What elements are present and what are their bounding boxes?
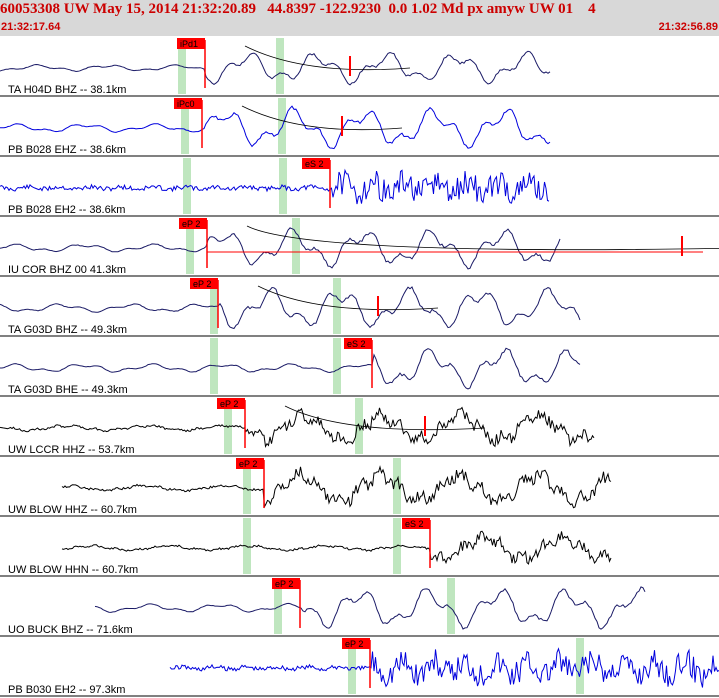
trace-row[interactable]: eP 2 PB B030 EH2 -- 97.3km [0, 638, 719, 697]
traveltime-curve [246, 225, 719, 251]
phase-window [348, 638, 356, 694]
station-label: PB B028 EH2 -- 38.6km [8, 204, 125, 216]
waveform [0, 168, 550, 205]
station-label: UW BLOW HHN -- 60.7km [8, 564, 138, 576]
trace-row[interactable]: iPd1 TA H04D BHZ -- 38.1km [0, 38, 719, 97]
traveltime-curve [244, 45, 411, 71]
pick-flag[interactable] [344, 338, 372, 349]
phase-window [186, 218, 194, 274]
phase-window [292, 218, 300, 274]
phase-window [447, 578, 455, 634]
event-title: 60053308 UW May 15, 2014 21:32:20.89 44.… [0, 1, 596, 17]
traveltime-curve [257, 285, 439, 311]
phase-window [243, 458, 251, 514]
pick-flag[interactable] [179, 218, 207, 229]
waveform [0, 286, 581, 330]
pick-label: eS 2 [405, 519, 424, 529]
phase-window [393, 458, 401, 514]
station-label: UO BUCK BHZ -- 71.6km [8, 624, 133, 636]
pick-flag[interactable] [342, 638, 370, 649]
trace-row[interactable]: eP 2 IU COR BHZ 00 41.3km [0, 218, 719, 277]
trace-row[interactable]: iPc0 PB B028 EHZ -- 38.6km [0, 98, 719, 157]
pick-flag[interactable] [272, 578, 300, 589]
phase-window [181, 98, 189, 154]
pick-flag[interactable] [190, 278, 218, 289]
pick-label: iPd1 [180, 39, 198, 49]
trace-row[interactable]: eP 2 TA G03D BHZ -- 49.3km [0, 278, 719, 337]
waveform [169, 647, 719, 688]
station-label: UW LCCR HHZ -- 53.7km [8, 444, 135, 456]
pick-label: eS 2 [305, 159, 324, 169]
trace-row[interactable]: eP 2 UW LCCR HHZ -- 53.7km [0, 398, 719, 457]
pick-label: eP 2 [193, 279, 211, 289]
waveform [0, 406, 595, 448]
pick-label: eP 2 [275, 579, 293, 589]
pick-label: eP 2 [182, 219, 200, 229]
pick-label: eP 2 [220, 399, 238, 409]
pick-label: eP 2 [345, 639, 363, 649]
waveform [94, 586, 646, 630]
waveform [0, 347, 581, 390]
pick-flag[interactable] [174, 98, 202, 109]
waveform [0, 50, 551, 86]
station-label: TA H04D BHZ -- 38.1km [8, 84, 126, 96]
station-label: PB B028 EHZ -- 38.6km [8, 144, 126, 156]
phase-window [276, 38, 284, 94]
station-label: PB B030 EH2 -- 97.3km [8, 684, 125, 696]
pick-flag[interactable] [217, 398, 245, 409]
station-label: UW BLOW HHZ -- 60.7km [8, 504, 137, 516]
pick-flag[interactable] [302, 158, 330, 169]
pick-label: iPc0 [177, 99, 195, 109]
pick-label: eS 2 [347, 339, 366, 349]
station-label: TA G03D BHZ -- 49.3km [8, 324, 127, 336]
station-label: TA G03D BHE -- 49.3km [8, 384, 128, 396]
phase-window [274, 578, 282, 634]
waveform [61, 530, 612, 565]
start-time: 21:32:17.64 [1, 21, 61, 33]
pick-flag[interactable] [177, 38, 205, 49]
waveform [0, 227, 561, 270]
phase-window [224, 398, 232, 454]
seismogram-panel[interactable]: iPd1 TA H04D BHZ -- 38.1km iPc0 PB B028 EHZ… [0, 36, 719, 698]
phase-window [576, 638, 584, 694]
waveform [61, 465, 612, 509]
pick-flag[interactable] [402, 518, 430, 529]
trace-row[interactable]: eP 2 UO BUCK BHZ -- 71.6km [0, 578, 719, 637]
event-header: 60053308 UW May 15, 2014 21:32:20.89 44.… [0, 0, 719, 36]
trace-row[interactable]: eS 2 TA G03D BHE -- 49.3km [0, 338, 719, 397]
end-time: 21:32:56.89 [658, 21, 718, 33]
traveltime-curve [284, 405, 486, 431]
trace-row[interactable]: eP 2 UW BLOW HHZ -- 60.7km [0, 458, 719, 517]
trace-row[interactable]: eS 2 PB B028 EH2 -- 38.6km [0, 158, 719, 217]
pick-label: eP 2 [239, 459, 257, 469]
trace-row[interactable]: eS 2 UW BLOW HHN -- 60.7km [0, 518, 719, 577]
phase-window [333, 278, 341, 334]
station-label: IU COR BHZ 00 41.3km [8, 264, 126, 276]
waveform [0, 105, 551, 150]
traveltime-curve [241, 105, 403, 131]
phase-window [333, 338, 341, 394]
pick-flag[interactable] [236, 458, 264, 469]
